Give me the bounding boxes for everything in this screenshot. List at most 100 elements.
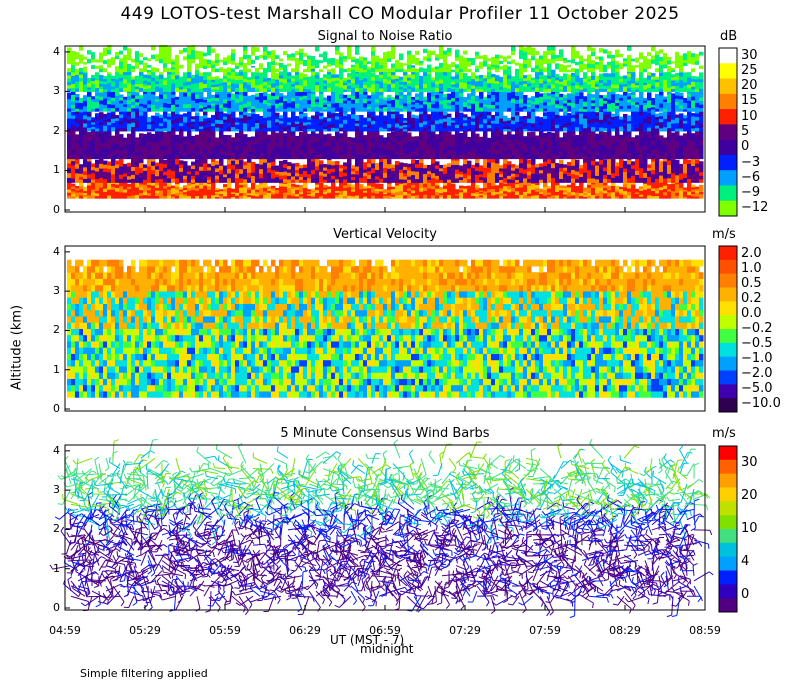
snr-cell	[379, 111, 384, 116]
snr-cell	[155, 162, 160, 167]
snr-cell	[303, 173, 308, 177]
snr-cell	[99, 88, 104, 92]
snr-cell	[171, 134, 176, 140]
snr-cell	[391, 149, 396, 155]
snr-cell	[275, 76, 280, 80]
snr-cell	[475, 100, 480, 104]
snr-cell	[279, 185, 284, 190]
snr-cell	[215, 68, 220, 73]
snr-cell	[79, 147, 84, 154]
snr-cell	[291, 193, 296, 197]
snr-cell	[251, 195, 256, 199]
snr-cell	[515, 170, 520, 175]
snr-cell	[95, 58, 100, 63]
snr-cell	[71, 121, 76, 126]
snr-cell	[135, 98, 140, 103]
snr-cell	[123, 148, 128, 153]
snr-cell	[515, 58, 520, 63]
snr-cell	[263, 153, 268, 160]
snr-cell	[387, 158, 392, 165]
snr-cell	[435, 80, 440, 85]
snr-cell	[515, 153, 520, 160]
snr-cell	[403, 84, 408, 89]
snr-cell	[227, 93, 232, 98]
snr-cell	[395, 103, 400, 108]
snr-cell	[447, 75, 452, 80]
snr-cell	[203, 99, 208, 103]
snr-cell	[347, 140, 352, 145]
snr-cell	[87, 181, 92, 186]
snr-cell	[151, 77, 156, 82]
snr-cell	[147, 141, 152, 146]
snr-cell	[283, 178, 288, 183]
snr-cell	[159, 162, 164, 168]
snr-cell	[71, 173, 76, 179]
snr-cell	[351, 59, 356, 63]
snr-cell	[327, 190, 332, 193]
snr-cell	[67, 104, 72, 109]
snr-cell	[419, 96, 424, 102]
snr-cell	[343, 115, 348, 120]
snr-cell	[347, 125, 352, 129]
snr-cell	[119, 77, 124, 82]
snr-cell	[539, 190, 544, 193]
snr-cell	[195, 54, 200, 60]
snr-cell	[267, 134, 272, 140]
snr-cell	[415, 71, 420, 76]
snr-cell	[139, 157, 144, 163]
snr-cell	[387, 145, 392, 151]
snr-cell	[471, 142, 476, 149]
snr-cell	[111, 109, 116, 115]
snr-cell	[235, 154, 240, 160]
snr-cell	[71, 144, 76, 150]
snr-cell	[91, 195, 96, 199]
snr-cell	[127, 150, 132, 155]
snr-cell	[331, 139, 336, 145]
snr-cell	[395, 90, 400, 96]
snr-cell	[431, 77, 436, 81]
snr-cell	[223, 64, 228, 69]
snr-cell	[171, 196, 176, 199]
snr-cell	[243, 72, 248, 76]
snr-cell	[355, 185, 360, 190]
snr-cell	[235, 106, 240, 112]
snr-cell	[195, 154, 200, 160]
snr-cell	[479, 113, 484, 118]
snr-cell	[187, 118, 192, 124]
snr-cell	[291, 100, 296, 105]
snr-cell	[151, 100, 156, 105]
snr-cell	[203, 138, 208, 144]
snr-cell	[259, 152, 264, 160]
snr-cell	[227, 135, 232, 140]
snr-cell	[83, 114, 88, 120]
snr-cell	[71, 54, 76, 59]
snr-cell	[511, 138, 516, 143]
snr-cell	[147, 117, 152, 120]
snr-cell	[435, 171, 440, 176]
snr-cell	[107, 178, 112, 183]
snr-cell	[375, 90, 380, 95]
snr-cell	[87, 62, 92, 68]
snr-cell	[511, 98, 516, 103]
snr-cell	[527, 62, 532, 68]
snr-cell	[151, 90, 156, 95]
snr-cell	[143, 107, 148, 112]
snr-cell	[491, 177, 496, 183]
snr-cell	[271, 149, 276, 155]
snr-cell	[335, 119, 340, 123]
snr-cell	[403, 130, 408, 137]
snr-cell	[275, 189, 280, 192]
snr-cell	[351, 176, 356, 180]
snr-cell	[339, 78, 344, 84]
snr-cell	[103, 98, 108, 102]
snr-cell	[407, 149, 412, 155]
snr-cell	[387, 51, 392, 56]
snr-cell	[123, 127, 128, 132]
snr-cell	[359, 87, 364, 92]
snr-cell	[191, 75, 196, 79]
snr-cell	[495, 77, 500, 82]
snr-cell	[515, 121, 520, 126]
snr-cell	[423, 64, 428, 69]
snr-cell	[151, 104, 156, 109]
snr-cell	[507, 78, 512, 82]
